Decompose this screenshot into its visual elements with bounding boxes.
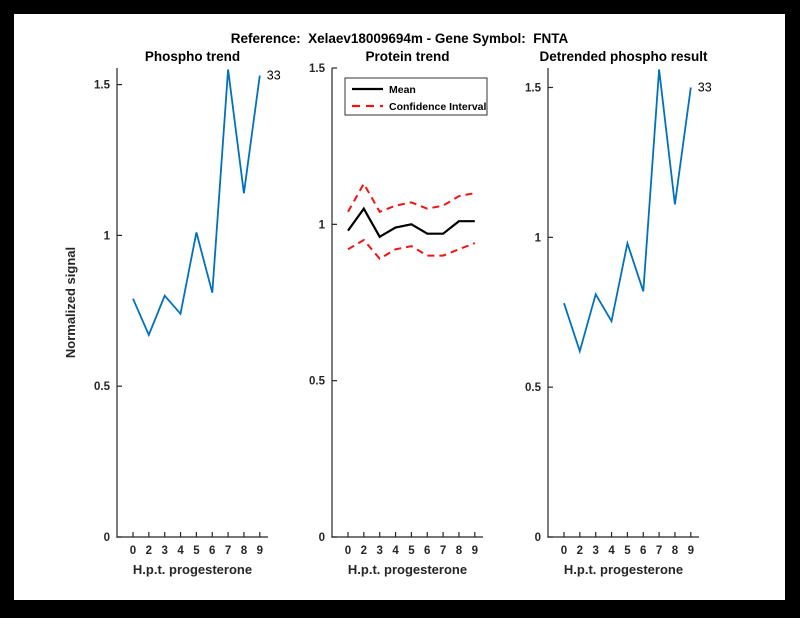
x-tick-label: 7 (225, 545, 231, 557)
x-axis-label: H.p.t. progesterone (564, 562, 683, 577)
y-tick-label: 1.5 (309, 63, 326, 75)
y-tick-label: 1.5 (94, 80, 111, 92)
panel-title: Phospho trend (145, 49, 240, 64)
x-tick-label: 5 (193, 545, 200, 557)
x-tick-label: 7 (440, 545, 446, 557)
figure-title: Reference: Xelaev18009694m - Gene Symbol… (230, 31, 569, 46)
x-tick-label: 2 (577, 545, 583, 557)
phospho-line (132, 69, 261, 338)
x-tick-label: 0 (561, 545, 567, 557)
x-tick-label: 5 (408, 545, 415, 557)
x-tick-label: 6 (424, 545, 430, 557)
x-tick-label: 9 (688, 545, 694, 557)
x-tick-label: 7 (656, 545, 662, 557)
y-tick-label: 0.5 (309, 376, 326, 388)
x-axis-label: H.p.t. progesterone (348, 562, 467, 577)
x-tick-label: 8 (456, 545, 463, 557)
endpoint-label: 33 (698, 80, 712, 94)
x-tick-label: 2 (361, 545, 367, 557)
figure: Reference: Xelaev18009694m - Gene Symbol… (14, 14, 785, 600)
x-tick-label: 4 (608, 545, 615, 557)
y-tick-label: 1 (104, 230, 111, 242)
x-tick-label: 6 (640, 545, 646, 557)
x-tick-label: 8 (241, 545, 248, 557)
y-tick-label: 0.5 (525, 382, 542, 394)
x-tick-label: 9 (257, 545, 263, 557)
detrended-line (563, 69, 692, 355)
y-axis-label: Normalized signal (63, 247, 78, 358)
y-tick-label: 0 (535, 532, 541, 544)
x-tick-label: 5 (624, 545, 631, 557)
y-tick-label: 1 (535, 232, 542, 244)
x-tick-label: 9 (472, 545, 478, 557)
ci-upper-line (347, 181, 475, 214)
x-tick-label: 2 (146, 545, 152, 557)
y-tick-label: 0.5 (94, 381, 111, 393)
x-tick-label: 3 (161, 545, 167, 557)
ci-lower-line (347, 238, 476, 260)
x-tick-label: 4 (177, 545, 184, 557)
legend-box (344, 77, 488, 116)
legend: Mean Confidence Interval (344, 77, 488, 116)
panel-title: Protein trend (365, 49, 449, 64)
x-tick-label: 3 (592, 545, 598, 557)
legend-label: Mean (389, 84, 416, 96)
legend-label: Confidence Interval (389, 101, 487, 113)
x-tick-label: 0 (345, 545, 351, 557)
y-tick-label: 1 (319, 219, 326, 231)
panel-title: Detrended phospho result (539, 49, 708, 64)
x-tick-label: 6 (209, 545, 215, 557)
y-tick-label: 0 (104, 532, 110, 544)
y-tick-label: 0 (319, 532, 325, 544)
mean-line (347, 206, 475, 239)
endpoint-label: 33 (267, 69, 281, 83)
x-tick-label: 4 (392, 545, 399, 557)
x-axis-label: H.p.t. progesterone (133, 562, 252, 577)
x-tick-label: 3 (376, 545, 382, 557)
y-tick-label: 1.5 (525, 82, 542, 94)
x-tick-label: 8 (672, 545, 679, 557)
x-tick-label: 0 (130, 545, 136, 557)
